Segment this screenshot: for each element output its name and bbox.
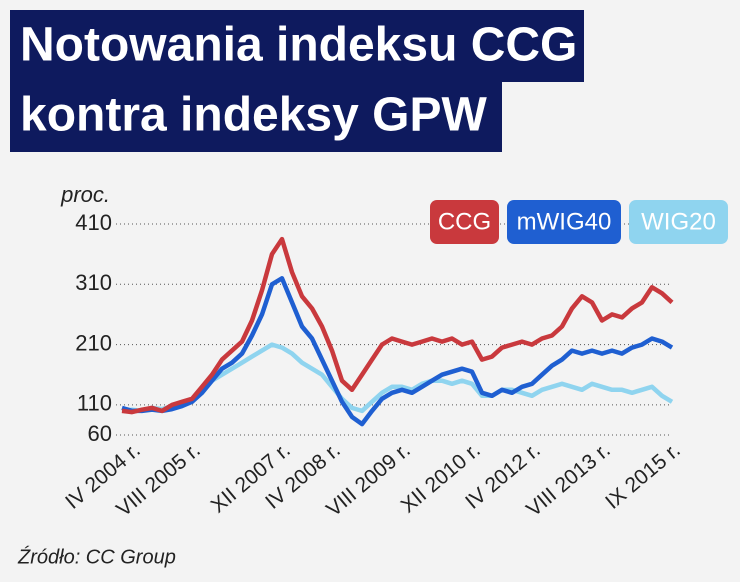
x-tick-label: IX 2015 r. (601, 438, 685, 513)
chart-title: kontra indeksy GPW (20, 89, 487, 142)
y-tick-label: 110 (77, 391, 112, 416)
source: Źródło: CC Group (17, 545, 176, 568)
legend-label: WIG20 (641, 208, 716, 235)
legend-label: mWIG40 (517, 208, 612, 235)
y-tick-label: 210 (75, 330, 112, 355)
title-box (10, 10, 584, 82)
y-tick-label: 410 (75, 210, 112, 235)
y-axis-label: proc. (60, 182, 110, 207)
y-tick-label: 60 (88, 421, 112, 446)
legend-swatch (629, 200, 728, 244)
chart-title: Notowania indeksu CCG (20, 19, 577, 72)
legend-swatch (507, 200, 621, 244)
legend-label: CCG (438, 208, 491, 235)
title-box (10, 82, 502, 152)
series-line (121, 342, 674, 414)
y-tick-label: 310 (75, 270, 112, 295)
legend-swatch (430, 200, 499, 244)
series-line (121, 236, 674, 415)
series-line (121, 276, 674, 427)
